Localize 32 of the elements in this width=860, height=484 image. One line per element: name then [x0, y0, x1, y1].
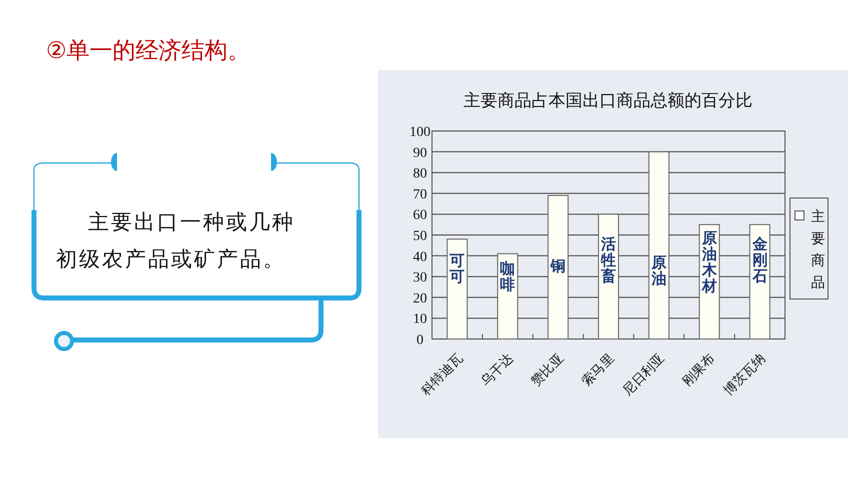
text: ②单一的经济结构。 — [46, 38, 251, 64]
y-tick-label: 70 — [413, 187, 427, 202]
bar — [548, 194, 569, 340]
legend-label: 主要商品 — [811, 209, 825, 291]
annotation: 咖啡 — [500, 260, 516, 294]
y-tick-label: 50 — [413, 229, 427, 244]
x-tick-label: 科特迪瓦 — [418, 350, 466, 398]
x-tick-label: 尼日利亚 — [620, 350, 668, 398]
x-tick-label: 赞比亚 — [528, 350, 566, 389]
y-tick-label: 90 — [413, 146, 427, 161]
annotation: 活牲畜 — [600, 234, 616, 285]
x-tick-label: 乌干达 — [478, 350, 516, 389]
annotation: 原油 — [650, 253, 666, 288]
y-tick-label: 40 — [413, 250, 427, 265]
y-tick-label: 20 — [413, 291, 427, 306]
x-tick-label: 刚果布 — [679, 350, 718, 389]
annotation: 原油木材 — [700, 229, 718, 296]
y-tick-label: 0 — [416, 333, 424, 348]
annotation: 铜 — [550, 257, 566, 276]
annotation: 可可 — [448, 251, 465, 286]
y-tick-label: 60 — [413, 208, 427, 224]
y-tick-label: 30 — [413, 270, 427, 286]
x-tick-label: 索马里 — [578, 350, 617, 389]
chart-title: 主要商品占本国出口商品总额的百分比 — [464, 91, 752, 111]
y-tick-label: 10 — [413, 312, 427, 328]
x-tick-label: 博茨瓦纳 — [720, 350, 768, 398]
text: 主要出口一种或几种初级农产品或矿产品。 — [56, 210, 295, 271]
y-tick-label: 100 — [410, 125, 430, 140]
y-tick-label: 80 — [413, 166, 427, 182]
annotation: 金刚石 — [751, 234, 768, 285]
bar — [446, 238, 468, 340]
bar — [648, 151, 670, 340]
